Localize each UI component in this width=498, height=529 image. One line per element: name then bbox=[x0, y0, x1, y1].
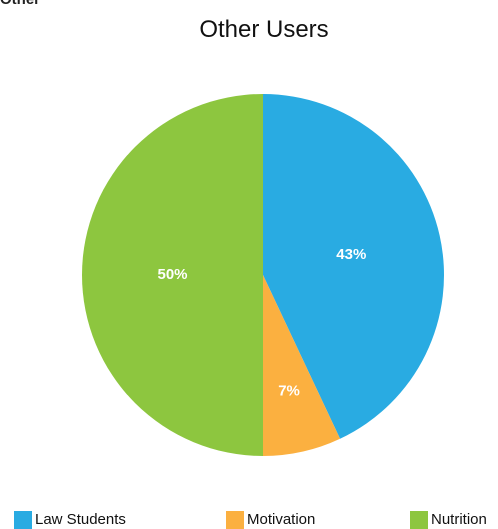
chart-title: Other Users bbox=[199, 16, 329, 43]
legend: Law Students Motivation Nutrition bbox=[0, 510, 498, 529]
pie-label-law-students: 43% bbox=[336, 246, 366, 263]
pie-chart: 43% 7% 50% bbox=[82, 94, 445, 457]
legend-swatch-nutrition bbox=[410, 510, 428, 529]
pie-label-motivation: 7% bbox=[278, 383, 300, 400]
pie-label-nutrition: 50% bbox=[157, 266, 187, 283]
legend-item-motivation: Motivation bbox=[226, 510, 315, 529]
legend-swatch-motivation bbox=[226, 510, 244, 529]
pie-slice-nutrition bbox=[82, 94, 263, 456]
legend-swatch-law-students bbox=[14, 510, 32, 529]
pie-slices bbox=[82, 94, 445, 457]
pie-slice-law-students bbox=[263, 94, 445, 439]
legend-label-law-students: Law Students bbox=[35, 511, 126, 528]
legend-item-law-students: Law Students bbox=[14, 510, 126, 529]
legend-item-nutrition: Nutrition bbox=[410, 510, 487, 529]
legend-label-motivation: Motivation bbox=[247, 511, 316, 528]
pie-labels: 43% 7% 50% bbox=[157, 246, 366, 399]
pie-slice-motivation bbox=[263, 275, 341, 457]
clipped-header-text: Other bbox=[0, 0, 40, 8]
legend-label-nutrition: Nutrition bbox=[431, 511, 487, 528]
